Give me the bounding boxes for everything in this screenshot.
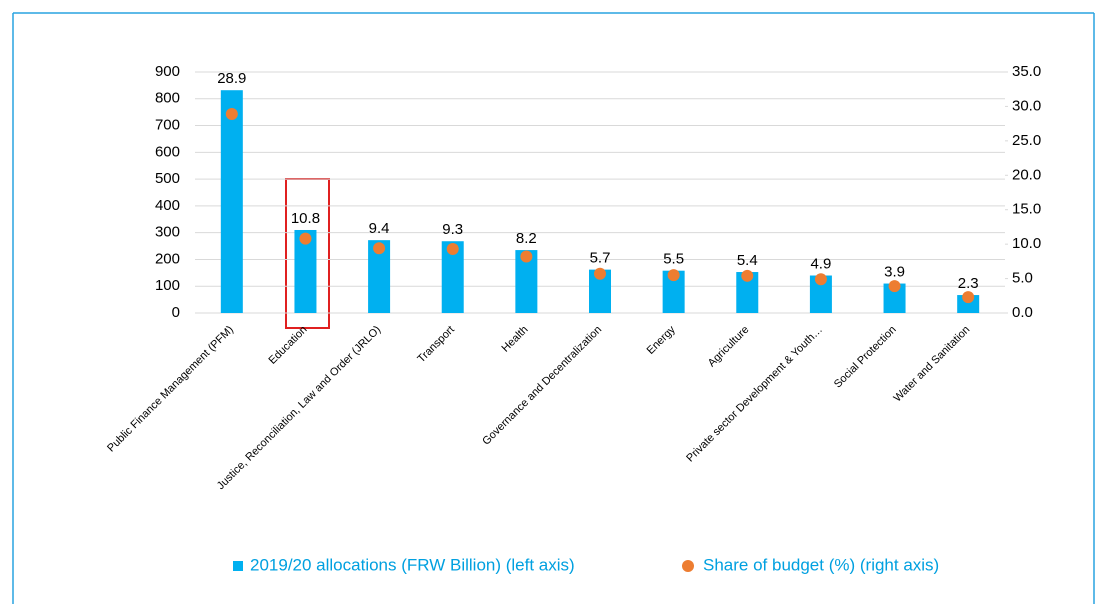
share-dot (594, 267, 606, 280)
x-tick-label: Education (267, 324, 310, 367)
y-tick-label: 0 (172, 304, 180, 321)
y2-tick-label: 30.0 (1012, 97, 1041, 114)
y2-tick-label: 25.0 (1012, 132, 1041, 149)
data-label: 9.4 (369, 220, 390, 237)
y-tick-label: 900 (155, 63, 180, 80)
data-label: 5.7 (590, 250, 611, 267)
y-tick-label: 400 (155, 197, 180, 214)
data-label: 28.9 (217, 70, 246, 87)
bar (589, 269, 611, 313)
x-tick-label: Public Finance Management (PFM) (105, 324, 236, 455)
share-dot (667, 269, 680, 282)
bar (736, 272, 759, 313)
y-tick-label: 200 (155, 250, 180, 267)
y2-tick-label: 35.0 (1012, 63, 1041, 80)
x-tick-label: Private sector Development & Youth… (684, 324, 825, 465)
y-tick-label: 600 (155, 143, 180, 160)
x-tick-label: Social Protection (832, 324, 899, 391)
bar (883, 283, 906, 313)
x-tick-label: Justice, Reconciliation, Law and Order (… (215, 324, 383, 492)
share-dot (520, 250, 533, 263)
bar (294, 229, 317, 313)
x-tick-label: Transport (415, 324, 456, 365)
x-tick-label: Water and Sanitation (892, 324, 973, 405)
share-dot (299, 232, 312, 245)
y2-tick-label: 0.0 (1012, 304, 1033, 321)
bar (662, 270, 685, 313)
y2-tick-label: 5.0 (1012, 270, 1033, 287)
y-tick-label: 500 (155, 170, 180, 187)
bar (220, 90, 243, 313)
legend-label: 2019/20 allocations (FRW Billion) (left … (250, 555, 575, 574)
share-dot (225, 108, 238, 121)
bar (368, 240, 391, 313)
share-dot (373, 242, 386, 255)
x-tick-label: Energy (645, 323, 678, 356)
data-label: 4.9 (810, 255, 831, 272)
share-dot (962, 291, 975, 304)
data-label: 5.4 (737, 252, 758, 269)
y2-tick-label: 10.0 (1012, 235, 1041, 252)
x-tick-label: Agriculture (706, 324, 752, 370)
bar (515, 250, 538, 313)
data-label: 3.9 (884, 264, 905, 281)
data-label: 2.3 (958, 275, 979, 292)
data-label: 9.3 (442, 221, 463, 238)
legend-label: Share of budget (%) (right axis) (703, 555, 939, 574)
x-tick-label: Health (500, 324, 531, 355)
data-label: 10.8 (291, 210, 320, 227)
share-dot (741, 269, 754, 282)
bar (441, 241, 464, 313)
data-label: 8.2 (516, 230, 537, 247)
y-tick-label: 700 (155, 117, 180, 134)
bar (809, 275, 832, 313)
share-dot (888, 280, 901, 293)
legend-swatch (233, 561, 243, 571)
y2-tick-label: 20.0 (1012, 166, 1041, 183)
data-label: 5.5 (663, 251, 684, 268)
y-tick-label: 100 (155, 277, 180, 294)
y-tick-label: 800 (155, 90, 180, 107)
y-tick-label: 300 (155, 224, 180, 241)
y2-tick-label: 15.0 (1012, 201, 1041, 218)
share-dot (814, 273, 827, 286)
legend-swatch (682, 560, 694, 572)
x-tick-label: Governance and Decentralization (480, 324, 604, 448)
share-dot (446, 242, 459, 255)
